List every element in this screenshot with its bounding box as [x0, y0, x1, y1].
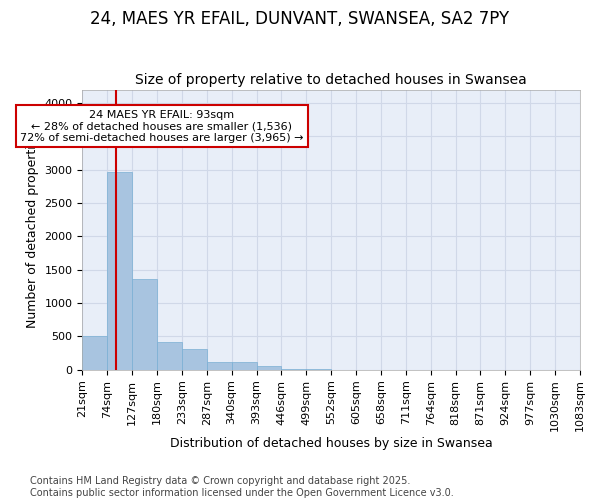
- X-axis label: Distribution of detached houses by size in Swansea: Distribution of detached houses by size …: [170, 437, 493, 450]
- Bar: [306, 369, 331, 370]
- Bar: [232, 362, 257, 370]
- Text: Contains HM Land Registry data © Crown copyright and database right 2025.
Contai: Contains HM Land Registry data © Crown c…: [30, 476, 454, 498]
- Y-axis label: Number of detached properties: Number of detached properties: [26, 131, 39, 328]
- Bar: [281, 369, 306, 370]
- Bar: [107, 172, 132, 370]
- Bar: [207, 362, 232, 370]
- Bar: [132, 279, 157, 370]
- Bar: [157, 342, 182, 370]
- Text: 24, MAES YR EFAIL, DUNVANT, SWANSEA, SA2 7PY: 24, MAES YR EFAIL, DUNVANT, SWANSEA, SA2…: [91, 10, 509, 28]
- Bar: [257, 366, 281, 370]
- Title: Size of property relative to detached houses in Swansea: Size of property relative to detached ho…: [135, 73, 527, 87]
- Bar: [82, 336, 107, 370]
- Text: 24 MAES YR EFAIL: 93sqm
← 28% of detached houses are smaller (1,536)
72% of semi: 24 MAES YR EFAIL: 93sqm ← 28% of detache…: [20, 110, 304, 143]
- Bar: [182, 349, 207, 370]
